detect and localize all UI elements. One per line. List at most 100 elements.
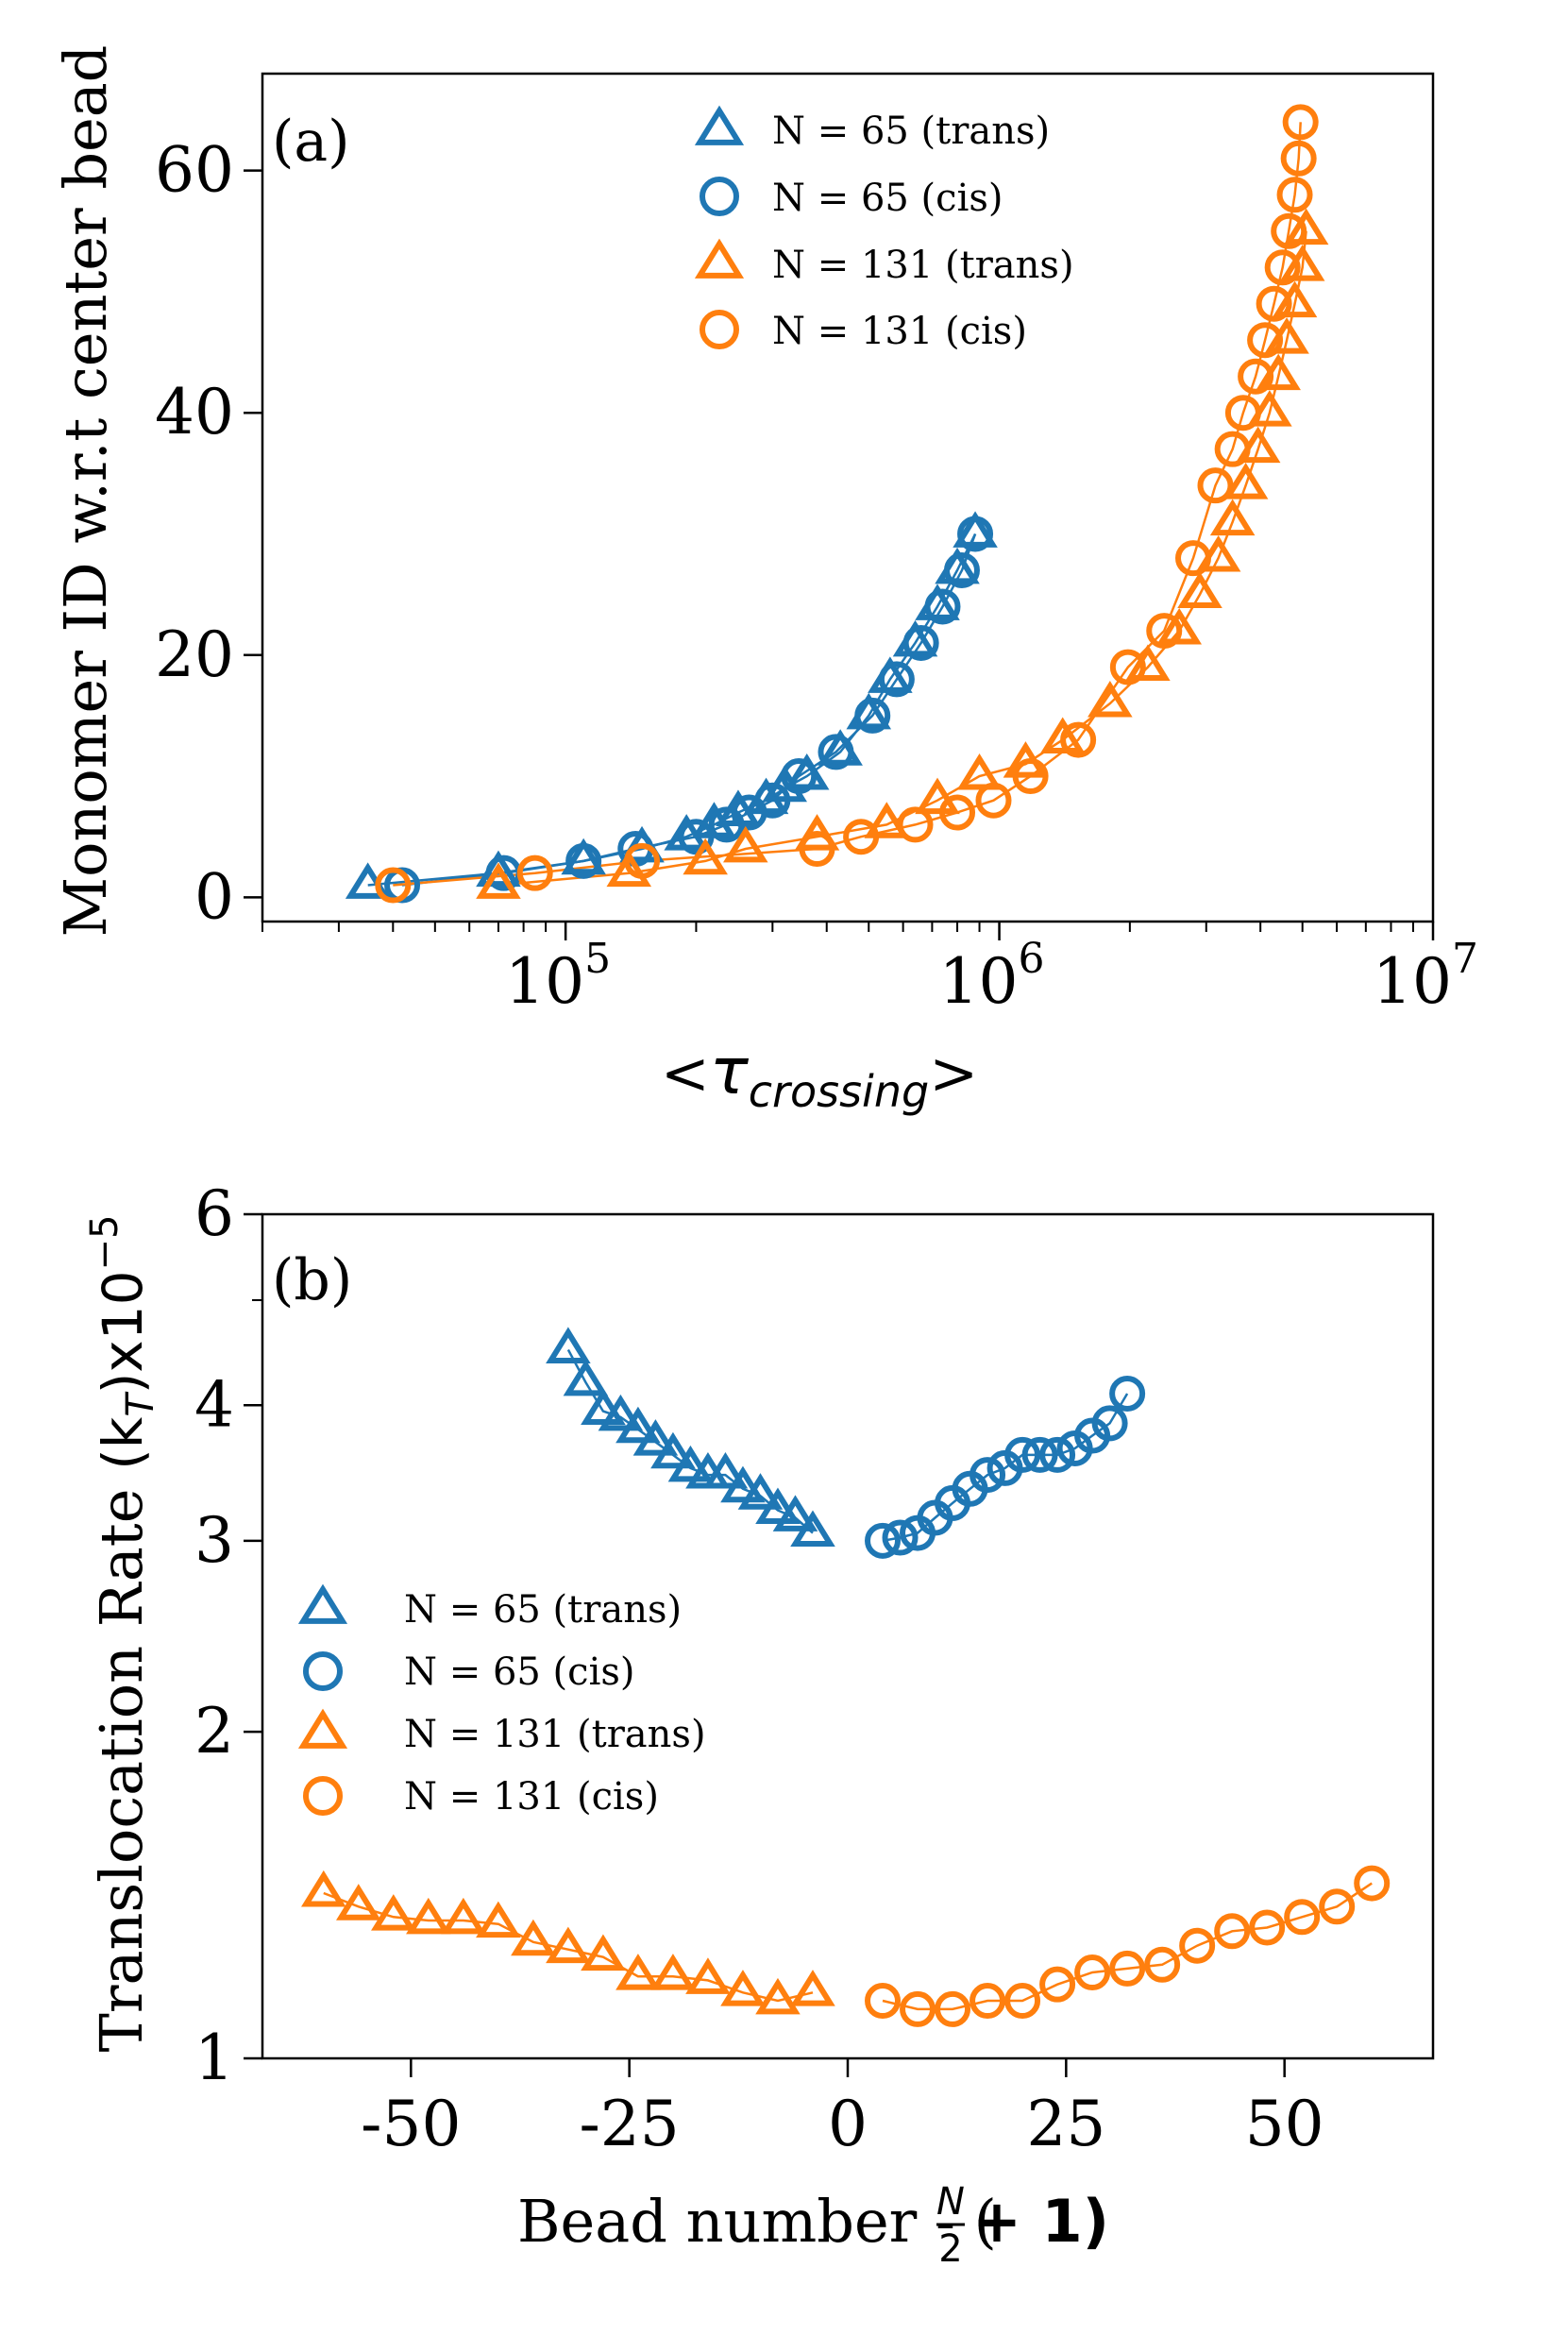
panel-b-x-ticks: -50 -25 0 25 50 bbox=[361, 2058, 1324, 2160]
y-tick-label: 3 bbox=[194, 1504, 234, 1577]
data-point bbox=[755, 1977, 801, 2015]
x-tick-label: -25 bbox=[580, 2088, 680, 2160]
data-point bbox=[865, 1522, 902, 1559]
panel-b-y-label: Translocation Rate (kT)x10−5 bbox=[83, 1214, 162, 2052]
data-point bbox=[683, 838, 728, 875]
y-tick-label: 40 bbox=[155, 376, 234, 448]
data-point bbox=[943, 551, 980, 588]
data-point bbox=[1354, 1865, 1391, 1902]
data-point bbox=[1197, 467, 1234, 504]
data-point bbox=[1282, 104, 1319, 141]
series-line-4 bbox=[393, 122, 1302, 887]
legend-marker-4 bbox=[700, 310, 739, 349]
data-point bbox=[1271, 212, 1307, 249]
legend-marker-4 bbox=[303, 1776, 343, 1816]
panel-b-label: (b) bbox=[272, 1247, 352, 1313]
data-point bbox=[790, 1970, 835, 2006]
data-point bbox=[1256, 285, 1292, 322]
data-point bbox=[1222, 463, 1269, 499]
data-point bbox=[1039, 717, 1086, 753]
legend-marker-1 bbox=[694, 105, 745, 145]
y-tick-label: 20 bbox=[155, 618, 234, 691]
data-point bbox=[561, 838, 606, 875]
data-point bbox=[1214, 431, 1251, 467]
data-point bbox=[375, 867, 412, 904]
data-point bbox=[939, 794, 976, 831]
data-point bbox=[1109, 649, 1146, 685]
data-point bbox=[754, 782, 791, 819]
data-point bbox=[1012, 758, 1049, 795]
data-point bbox=[854, 697, 891, 734]
data-point bbox=[476, 1901, 521, 1938]
data-point bbox=[1004, 1983, 1041, 2020]
data-point bbox=[720, 1970, 766, 2006]
panel-a-frame bbox=[261, 72, 1435, 923]
data-point bbox=[406, 1897, 451, 1935]
y-tick-label: 0 bbox=[194, 860, 234, 933]
data-point bbox=[606, 850, 652, 888]
data-point bbox=[924, 588, 961, 625]
data-point bbox=[1004, 1436, 1041, 1473]
data-point bbox=[975, 782, 1012, 819]
data-point bbox=[1109, 1375, 1146, 1412]
data-point bbox=[1283, 208, 1329, 245]
x-tick-label: 0 bbox=[828, 2088, 868, 2160]
data-point bbox=[678, 819, 715, 855]
data-point bbox=[843, 819, 880, 855]
data-point bbox=[1087, 680, 1133, 718]
legend-b-entry-2: N = 65 (cis) bbox=[404, 1650, 635, 1694]
data-point bbox=[902, 624, 939, 661]
x-tick-label: 25 bbox=[1026, 2088, 1105, 2160]
legend-marker-1 bbox=[297, 1583, 348, 1624]
data-point bbox=[1224, 395, 1261, 431]
data-point bbox=[1144, 1946, 1181, 1983]
data-point bbox=[336, 1884, 381, 1921]
legend-b-entry-4: N = 131 (cis) bbox=[404, 1775, 659, 1819]
data-point bbox=[511, 1919, 556, 1956]
y-tick-label: 1 bbox=[194, 2022, 234, 2094]
data-point bbox=[915, 777, 960, 815]
panel-b-x-label: Bead number - ( N 2 + 1) bbox=[517, 2180, 1109, 2271]
data-point bbox=[1279, 245, 1325, 281]
data-point bbox=[1177, 571, 1222, 609]
data-point bbox=[1175, 540, 1212, 577]
data-point bbox=[1238, 358, 1274, 395]
y-tick-label: 4 bbox=[194, 1368, 234, 1441]
legend-marker-2 bbox=[303, 1651, 343, 1691]
x-tick-label: 107 bbox=[1373, 935, 1478, 1018]
y-tick-label: 6 bbox=[194, 1177, 234, 1250]
data-point bbox=[969, 1457, 1006, 1494]
data-point bbox=[1156, 608, 1202, 645]
panel-a-y-label: Monomer ID w.r.t center bead bbox=[51, 45, 120, 938]
y-tick-label: 60 bbox=[155, 134, 234, 207]
data-point bbox=[650, 1431, 696, 1469]
data-point bbox=[1109, 1950, 1146, 1987]
legend-marker-3 bbox=[694, 238, 745, 279]
data-point bbox=[685, 1957, 731, 1994]
data-point bbox=[1039, 1436, 1076, 1473]
panel-a-y-ticks: 0 20 40 60 bbox=[155, 134, 262, 933]
panel-b-legend: N = 65 (trans) N = 65 (cis) N = 131 (tra… bbox=[297, 1583, 706, 1819]
data-point bbox=[1091, 1405, 1128, 1442]
data-point bbox=[702, 1452, 749, 1489]
data-point bbox=[581, 1388, 626, 1425]
panel-a-markers bbox=[345, 104, 1329, 904]
data-point bbox=[1264, 249, 1301, 286]
data-point bbox=[935, 1990, 971, 2027]
panel-a-x-label: <τcrossing> bbox=[661, 1035, 978, 1117]
data-point bbox=[882, 1519, 919, 1556]
data-point bbox=[565, 842, 602, 879]
data-point bbox=[1280, 140, 1317, 177]
data-point bbox=[624, 842, 661, 879]
data-point bbox=[864, 802, 910, 838]
data-point bbox=[516, 855, 553, 891]
data-point bbox=[723, 825, 768, 863]
legend-a-entry-4: N = 131 (cis) bbox=[772, 310, 1027, 353]
data-point bbox=[799, 831, 835, 868]
panel-b-legend-markers bbox=[297, 1583, 348, 1816]
data-point bbox=[546, 1327, 591, 1363]
data-point bbox=[441, 1897, 486, 1935]
data-point bbox=[790, 1510, 835, 1548]
data-point bbox=[300, 1870, 346, 1907]
